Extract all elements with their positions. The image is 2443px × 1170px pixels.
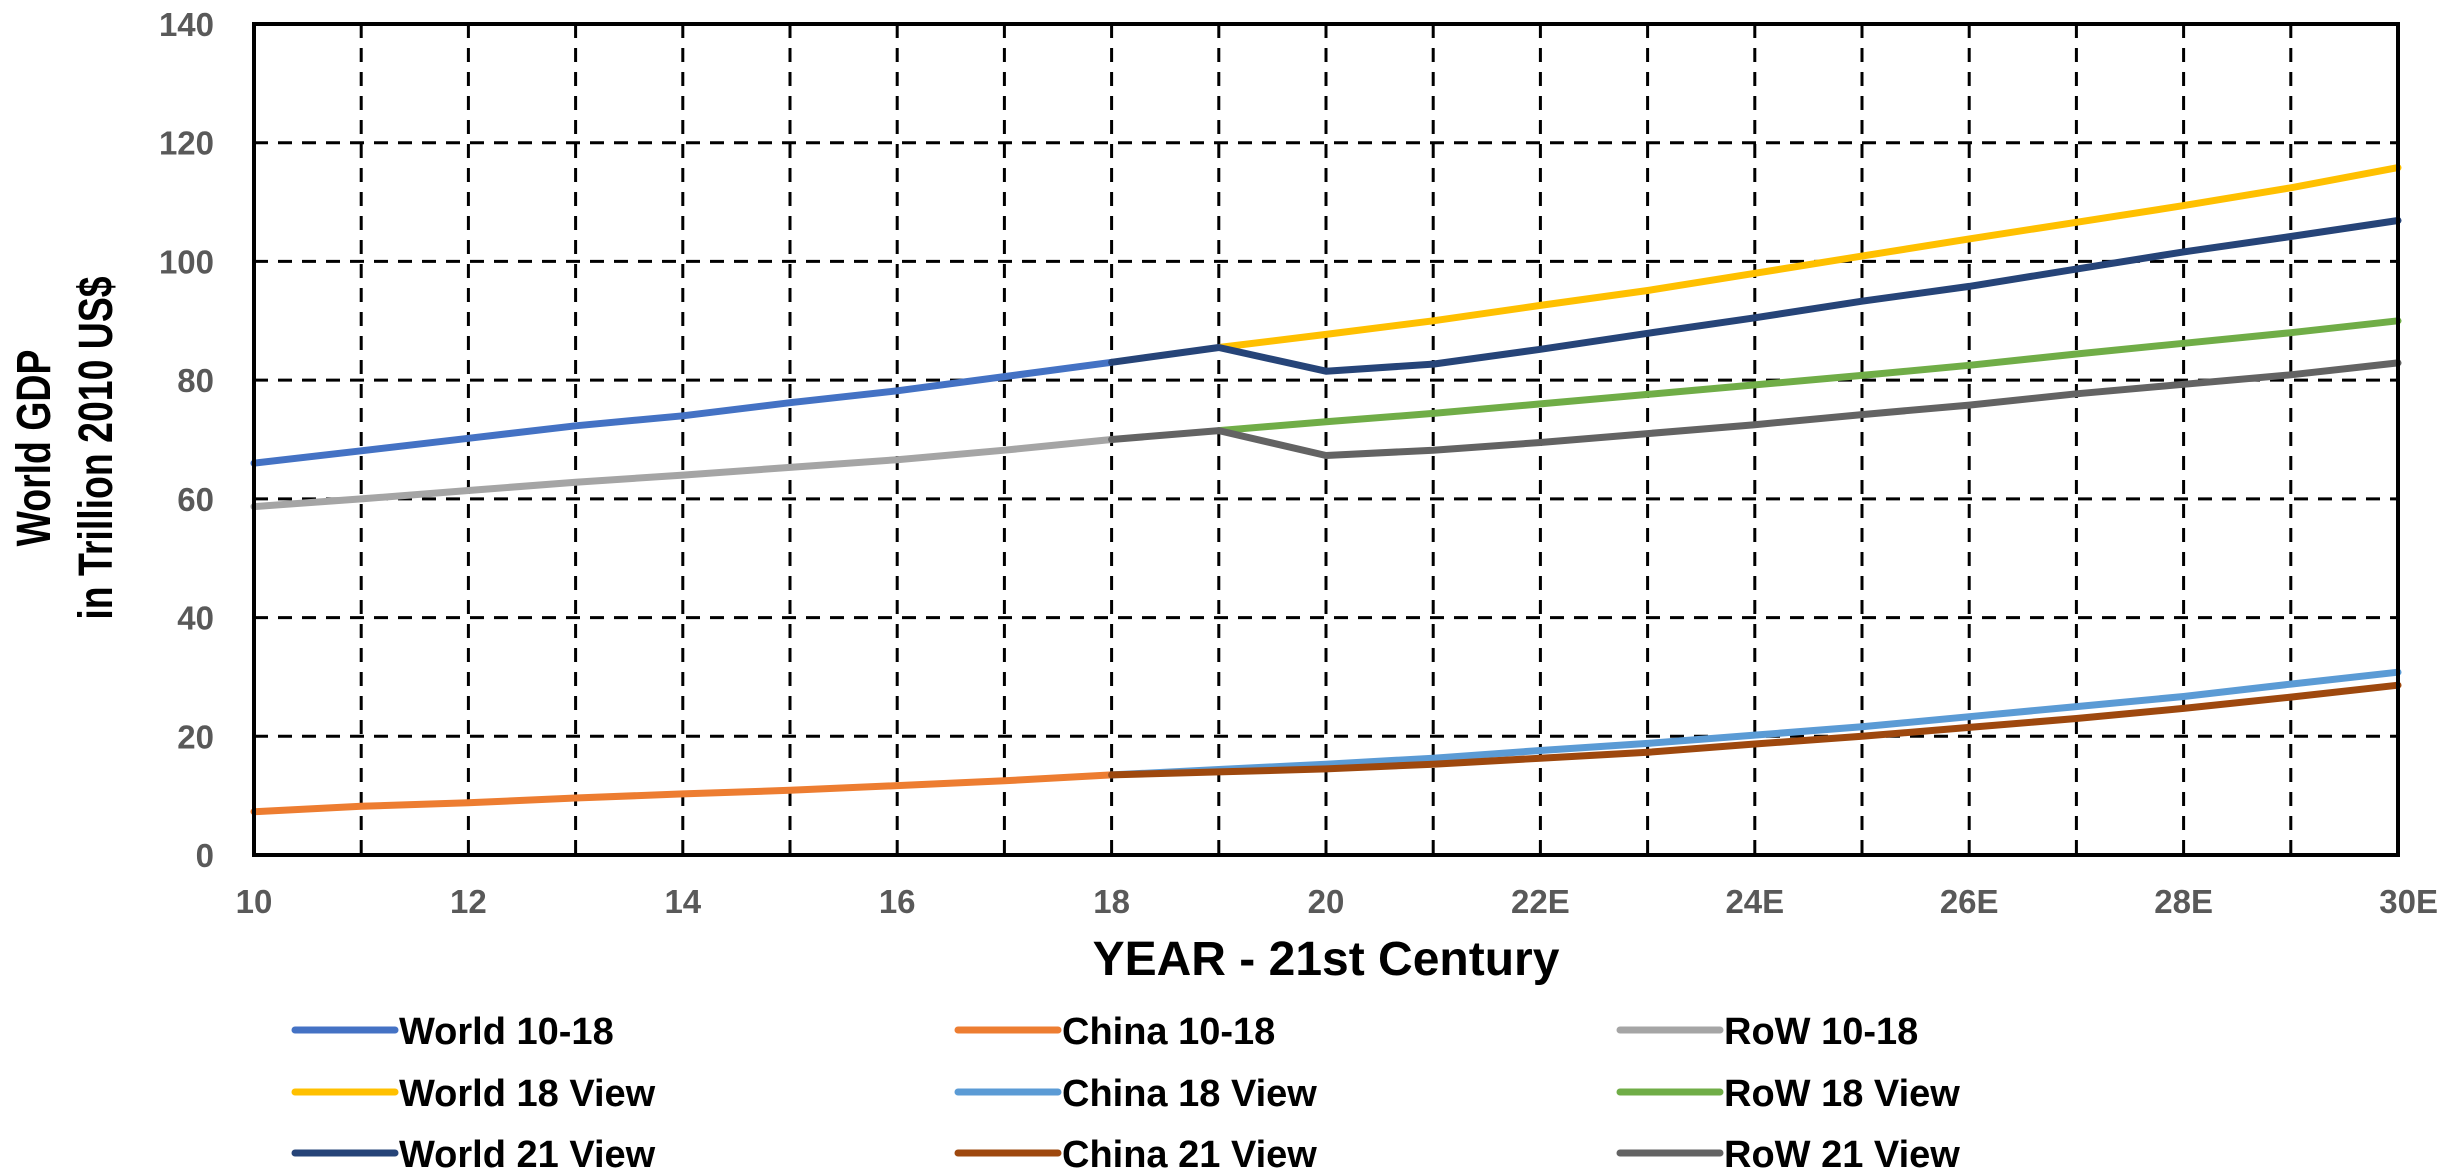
legend-label: World 18 View [399,1073,656,1115]
series-line [1215,317,2402,435]
x-tick-label: 22E [1511,883,1570,920]
series-line [1215,164,2402,351]
y-tick-label: 60 [177,481,214,518]
series-line [250,358,1116,467]
y-tick-label: 100 [159,243,214,280]
x-tick-label: 18 [1093,883,1130,920]
y-tick-label: 140 [159,6,214,43]
series-line [250,771,1116,816]
series-line [1108,668,2402,779]
x-tick-label: 12 [450,883,487,920]
y-tick-label: 20 [177,718,214,755]
legend-label: World 10-18 [399,1011,614,1053]
grid-lines [254,24,2398,855]
legend-label: China 18 View [1062,1073,1317,1115]
series-line [1108,359,2402,459]
y-axis-title-line-1: World GDP [8,350,62,547]
series-line [1108,217,2402,375]
series-line [1108,681,2402,779]
legend-label: RoW 18 View [1724,1073,1960,1115]
legend-label: China 10-18 [1062,1011,1275,1053]
x-tick-labels: 10 12 14 16 18 20 22E 24E 26E 28E 30E [236,883,2438,920]
y-axis-title: World GDP in Trillion 2010 US$ [8,276,124,619]
legend-label: RoW 10-18 [1724,1011,1918,1053]
x-axis-title: YEAR - 21st Century [1093,933,1560,986]
legend-label: RoW 21 View [1724,1134,1960,1170]
x-tick-label: 14 [664,883,701,920]
legend-label: World 21 View [399,1134,656,1170]
series-line [250,436,1116,511]
y-tick-labels: 0 20 40 60 80 100 120 140 [159,6,214,874]
x-tick-label: 16 [879,883,916,920]
x-tick-label: 28E [2154,883,2213,920]
y-tick-label: 120 [159,125,214,162]
series-lines [250,164,2402,816]
y-tick-label: 80 [177,362,214,399]
legend-label: China 21 View [1062,1134,1317,1170]
y-tick-label: 0 [196,837,214,874]
y-axis-title-line-2: in Trillion 2010 US$ [70,276,124,619]
x-tick-label: 26E [1940,883,1999,920]
legend: World 10-18 China 10-18 RoW 10-18 World 18 … [291,1011,1960,1170]
x-tick-label: 24E [1725,883,1784,920]
x-tick-label: 20 [1308,883,1345,920]
plot-frame [252,22,2400,857]
x-tick-label: 10 [236,883,273,920]
y-tick-label: 40 [177,600,214,637]
x-tick-label: 30E [2379,883,2438,920]
